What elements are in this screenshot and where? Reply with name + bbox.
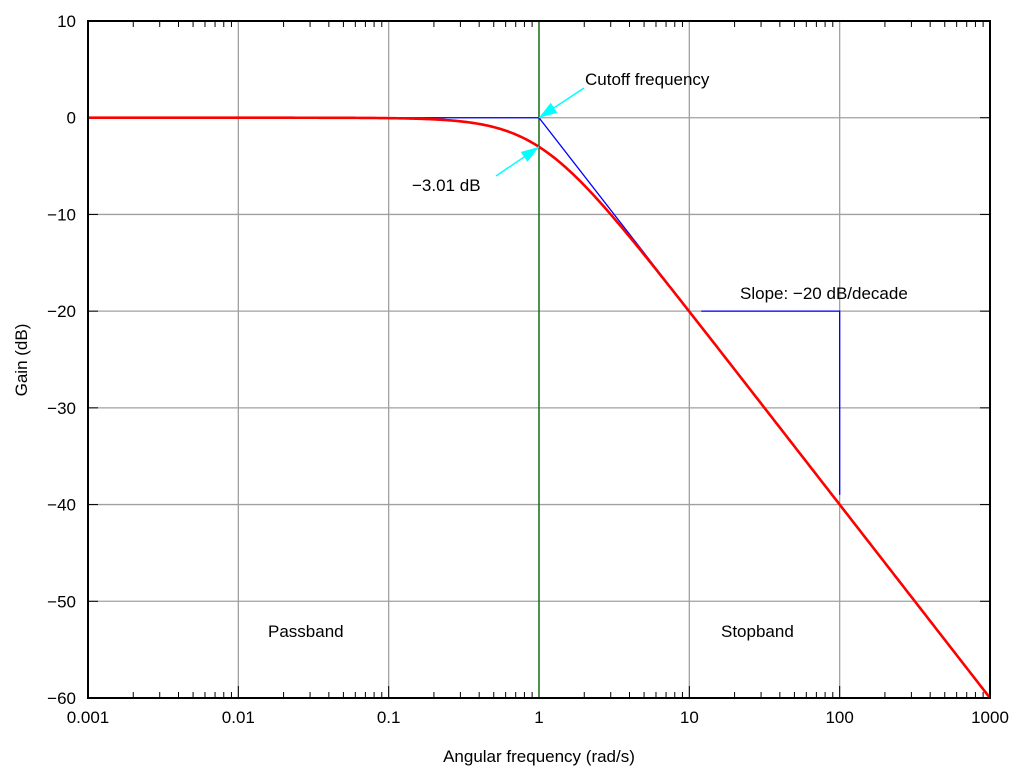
x-axis-label: Angular frequency (rad/s) <box>443 747 635 766</box>
y-tick-label: −10 <box>47 205 76 224</box>
x-tick-label: 0.001 <box>67 708 110 727</box>
plot-frame <box>87 20 991 699</box>
x-tick-label: 0.1 <box>377 708 401 727</box>
y-tick-label: −20 <box>47 302 76 321</box>
annotation-stopband: Stopband <box>721 622 794 641</box>
annotation-cutoff: Cutoff frequency <box>585 70 710 89</box>
y-tick-label: −40 <box>47 496 76 515</box>
x-tick-label: 10 <box>680 708 699 727</box>
y-tick-label: 10 <box>57 12 76 31</box>
tick-labels: 0.001 0.01 0.1 1 10 100 1000100−10−20−30−40−50… <box>47 12 1009 727</box>
series <box>87 21 992 699</box>
x-tick-label: 100 <box>825 708 853 727</box>
y-tick-label: −60 <box>47 689 76 708</box>
slope-triangle <box>701 310 841 495</box>
y-axis-label: Gain (dB) <box>12 324 31 397</box>
cutoff-arrow-head <box>539 102 558 118</box>
x-tick-label: 1000 <box>971 708 1009 727</box>
y-tick-label: −30 <box>47 399 76 418</box>
annotation-passband: Passband <box>268 622 344 641</box>
db-arrow-head <box>520 146 539 162</box>
x-tick-label: 0.01 <box>222 708 255 727</box>
annotation-3db: −3.01 dB <box>412 176 481 195</box>
x-tick-label: 1 <box>534 708 543 727</box>
y-tick-label: 0 <box>67 109 76 128</box>
annotation-slope: Slope: −20 dB/decade <box>740 284 908 303</box>
y-tick-label: −50 <box>47 592 76 611</box>
